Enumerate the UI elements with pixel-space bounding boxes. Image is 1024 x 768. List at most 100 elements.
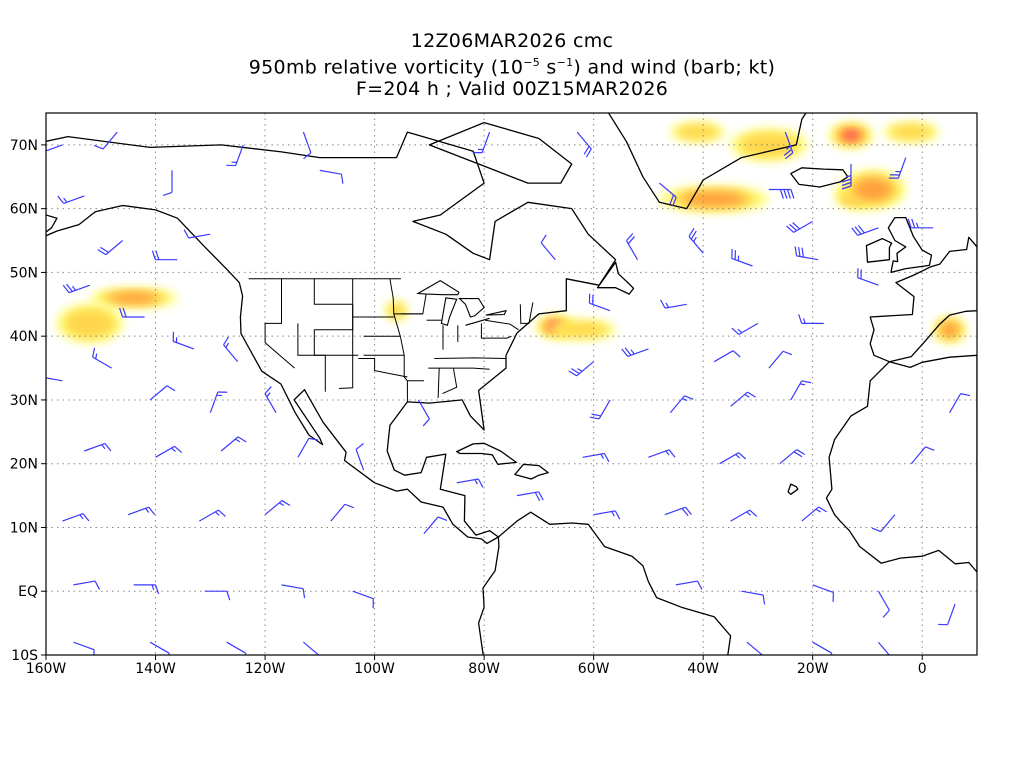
y-tick-label: 50N [10,265,38,281]
barb-full [226,591,231,601]
y-tick-label: 30N [10,393,38,409]
coastline-cape-verde [787,483,799,495]
barb-staff [352,590,374,600]
barb-full [162,191,173,196]
barb-staff [199,509,219,522]
coastline-greenland [607,113,807,210]
vorticity-region [387,303,406,319]
coastline-africa [825,354,977,573]
barb-staff [910,446,926,465]
wind-barb [768,350,793,369]
barb-full [308,437,319,441]
barb-full [841,181,852,187]
barb-full [801,247,805,258]
y-axis-ticks: 70N 60N 50N 40N 30N 20N 10N EQ 10S [10,138,46,664]
y-tick-label: 40N [10,329,38,345]
wind-barb [786,220,814,233]
barb-staff [220,436,239,452]
barb-full [841,185,852,190]
coastline-newfoundland [596,261,635,295]
barb-staff [102,131,118,150]
barb-full [851,227,859,236]
wind-barb [730,509,758,522]
barb-half [145,507,150,513]
barb-full [684,395,694,400]
wind-barb [790,380,812,401]
barb-full [734,250,736,260]
barb-staff [688,236,704,254]
barb-half [737,328,743,334]
barb-full [100,246,109,253]
wind-barb [133,584,160,595]
barb-half [744,393,750,398]
barb-staff [223,344,239,363]
boundary-line [442,368,458,395]
barb-staff [355,449,365,471]
title-exponent-1: −5 [523,56,541,69]
barb-staff [949,393,962,414]
wind-barb [516,491,544,502]
barb-staff [880,514,896,532]
plot-background [46,113,977,655]
wind-barb [841,164,852,190]
wind-barb [731,322,759,335]
wind-barb [330,503,354,522]
barb-full [422,418,430,427]
barb-full [614,510,621,520]
wind-barb [302,131,312,160]
barb-staff [423,516,439,535]
barb-full [793,451,803,458]
barb-full [786,189,791,199]
barb-full [668,449,676,458]
vorticity-region [889,124,933,140]
title-field-description: 950mb relative vorticity (10−5 s−1) and … [0,52,1024,78]
barb-full [857,225,865,234]
barb-full [151,250,156,260]
barb-half [665,450,670,456]
barb-staff [226,641,247,654]
barb-full [82,513,90,522]
wind-barb [417,399,430,427]
barb-half [895,170,901,173]
barb-staff [235,144,244,166]
barb-staff [659,182,677,198]
barb-half [785,145,791,150]
title-exponent-2: −1 [556,56,574,69]
barb-staff [84,442,106,452]
wind-barb [801,506,828,522]
wind-barb [319,169,344,184]
barb-full [854,226,862,235]
barb-half [815,508,821,513]
barb-full [583,145,590,155]
barb-staff [73,580,96,586]
barb-staff [719,452,739,465]
political-boundaries [248,278,534,402]
barb-full [217,391,228,393]
barb-half [95,353,98,359]
barb-full [860,269,862,279]
barb-staff [793,220,814,233]
barb-staff [796,255,819,261]
barb-staff [68,284,91,294]
barb-full [372,598,374,609]
wind-barb [675,580,703,590]
wind-barb [877,590,890,618]
barb-staff [264,500,283,516]
barb-full [603,453,610,463]
barb-half [665,302,670,308]
barb-half [577,368,583,372]
lake-outline [465,317,490,326]
barb-full [38,368,43,377]
barb-full [758,656,766,665]
lat-lon-grid [46,113,977,655]
vorticity-region [676,124,720,140]
boundary-line [297,323,326,392]
wind-barb [648,449,676,458]
wind-barb [220,436,247,452]
barb-staff [516,491,539,497]
barb-full [281,500,291,507]
barb-full [882,609,890,618]
barb-half [693,236,697,243]
barb-staff [746,641,765,655]
barb-staff [209,391,219,413]
